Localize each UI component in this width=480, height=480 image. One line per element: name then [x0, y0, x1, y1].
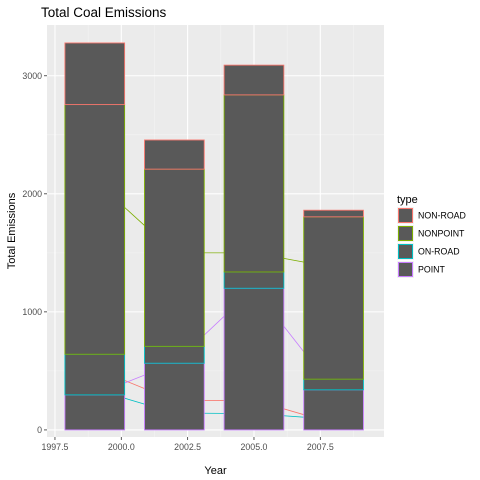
bar-segment-on-road-2008: [303, 378, 364, 391]
bar-segment-nonpoint-1999: [64, 104, 126, 355]
legend-swatch-nonpoint: [398, 226, 413, 241]
trend-line-on-road: [94, 388, 334, 420]
legend-swatch-non-road: [398, 208, 413, 223]
x-axis: 1997.5 2000.0 2002.5 2005.0 2007.5: [42, 437, 334, 452]
legend-label-point: POINT: [418, 265, 446, 275]
bar-segment-point-2002: [144, 362, 205, 431]
trend-line-non-road: [94, 367, 334, 424]
legend-label-non-road: NON-ROAD: [418, 211, 466, 221]
bar-segment-point-2008: [303, 389, 364, 431]
legend-swatch-point: [398, 262, 413, 277]
trend-line-nonpoint: [94, 179, 334, 268]
bar-segment-point-2005: [223, 287, 285, 431]
bar-segment-nonpoint-2008: [303, 216, 364, 380]
legend-label-on-road: ON-ROAD: [418, 247, 460, 257]
y-axis: 0 1000 2000 3000: [22, 71, 47, 435]
bar-segment-non-road-2002: [144, 139, 205, 170]
y-tick-label: 3000: [22, 71, 42, 81]
y-tick-label: 1000: [22, 307, 42, 317]
x-tick-label: 1997.5: [42, 442, 69, 452]
bar-segment-non-road-1999: [64, 42, 126, 106]
bar-segment-on-road-1999: [64, 353, 126, 396]
legend-label-nonpoint: NONPOINT: [418, 229, 465, 239]
chart-title: Total Coal Emissions: [41, 5, 167, 20]
x-tick-label: 2005.0: [241, 442, 268, 452]
y-tick-label: 2000: [22, 189, 42, 199]
bar-segment-non-road-2008: [303, 209, 364, 218]
bar-segment-on-road-2005: [223, 271, 285, 289]
legend-title: type: [397, 194, 418, 206]
legend: type NON-ROAD NONPOINT ON-ROAD POINT: [397, 194, 466, 278]
y-tick-label: 0: [37, 425, 42, 435]
trend-line-point: [94, 287, 334, 396]
stacked-bars: [64, 42, 364, 431]
bar-segment-non-road-2005: [223, 64, 285, 96]
bar-segment-nonpoint-2002: [144, 168, 205, 347]
x-tick-label: 2002.5: [174, 442, 201, 452]
x-tick-label: 2007.5: [307, 442, 334, 452]
bar-segment-point-1999: [64, 394, 126, 431]
trend-lines: [94, 179, 334, 424]
y-axis-title: Total Emissions: [6, 192, 18, 269]
x-axis-title: Year: [204, 465, 227, 477]
legend-swatch-on-road: [398, 244, 413, 259]
bar-segment-on-road-2002: [144, 345, 205, 364]
x-tick-label: 2000.0: [108, 442, 135, 452]
bar-segment-nonpoint-2005: [223, 94, 285, 273]
